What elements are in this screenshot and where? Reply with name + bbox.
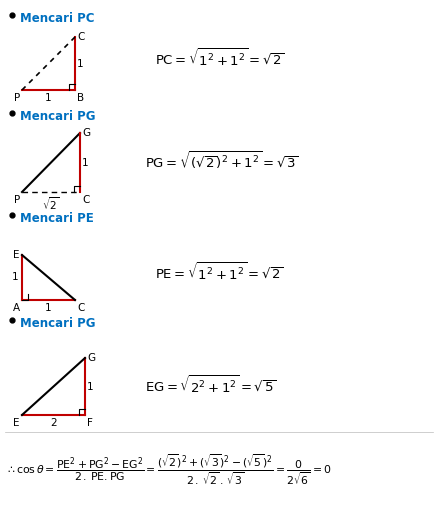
Text: $\mathrm{PC} = \sqrt{1^2 + 1^2} = \sqrt{2}$: $\mathrm{PC} = \sqrt{1^2 + 1^2} = \sqrt{… [155, 48, 285, 68]
Text: 1: 1 [45, 93, 52, 103]
Text: P: P [14, 195, 20, 205]
Text: 1: 1 [82, 157, 88, 167]
Text: Mencari PG: Mencari PG [20, 317, 95, 330]
Text: G: G [87, 353, 95, 363]
Text: A: A [13, 303, 20, 313]
Text: B: B [77, 93, 84, 103]
Text: C: C [77, 303, 85, 313]
Text: 1: 1 [87, 382, 94, 391]
Text: C: C [82, 195, 89, 205]
Text: C: C [77, 32, 85, 42]
Text: $\therefore \cos\theta = \dfrac{\mathrm{PE}^2 + \mathrm{PG}^2 - \mathrm{EG}^2}{2: $\therefore \cos\theta = \dfrac{\mathrm{… [5, 453, 332, 488]
Text: E: E [14, 418, 20, 428]
Text: $\mathrm{EG} = \sqrt{2^2 + 1^2} = \sqrt{5}$: $\mathrm{EG} = \sqrt{2^2 + 1^2} = \sqrt{… [145, 375, 276, 395]
Text: E: E [14, 250, 20, 260]
Text: 2: 2 [50, 418, 57, 428]
Text: 1: 1 [11, 272, 18, 282]
Text: Mencari PE: Mencari PE [20, 212, 94, 225]
Text: F: F [87, 418, 93, 428]
Text: G: G [82, 128, 90, 138]
Text: $\sqrt{2}$: $\sqrt{2}$ [42, 195, 60, 212]
Text: Mencari PC: Mencari PC [20, 12, 95, 25]
Text: P: P [14, 93, 20, 103]
Text: 1: 1 [45, 303, 52, 313]
Text: $\mathrm{PE} = \sqrt{1^2 + 1^2} = \sqrt{2}$: $\mathrm{PE} = \sqrt{1^2 + 1^2} = \sqrt{… [155, 262, 284, 282]
Text: Mencari PG: Mencari PG [20, 110, 95, 123]
Text: 1: 1 [77, 59, 84, 69]
Text: $\mathrm{PG} = \sqrt{(\sqrt{2})^2 + 1^2} = \sqrt{3}$: $\mathrm{PG} = \sqrt{(\sqrt{2})^2 + 1^2}… [145, 149, 299, 171]
